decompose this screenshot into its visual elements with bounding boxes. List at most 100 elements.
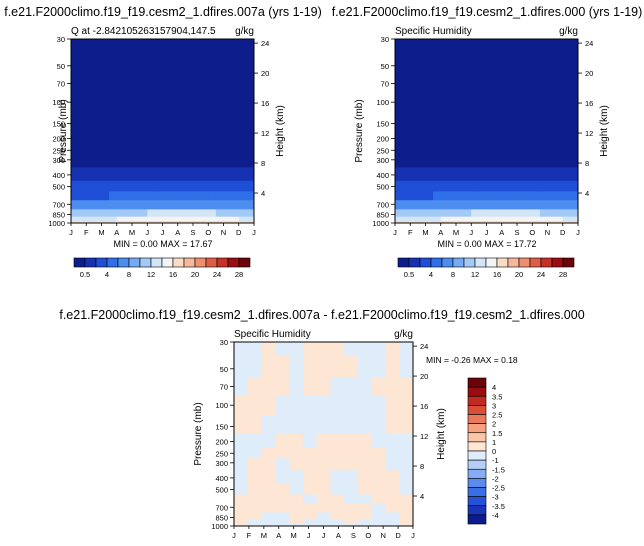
left-cell [78,92,87,114]
left-cell [132,216,141,222]
diff-cell [371,483,386,495]
diff-cell [302,415,318,435]
x-tick-label: J [161,228,165,237]
right-cell [448,144,457,156]
colorbar-label: 2.5 [492,411,502,420]
left-cell [193,39,202,53]
left-cell [139,39,148,53]
left-cell [147,74,156,94]
right-cell [456,191,465,201]
right-cell [410,180,419,192]
colorbar-label: 0.5 [404,270,414,279]
y2-tick-label: 12 [585,129,593,138]
diff-cell [344,434,359,448]
left-cell [154,180,163,192]
y-tick-label: 200 [376,135,389,144]
left-cell [231,191,240,201]
right-cell [456,52,465,76]
right-cell [425,209,434,218]
right-cell [570,131,579,145]
diff-panel-title: f.e21.F2000climo.f19_f19.cesm2_1.dfires.… [59,308,584,322]
left-cell [71,39,80,53]
left-cell [200,209,209,218]
right-cell [539,144,548,156]
right-cell [448,155,457,168]
diff-cell [234,342,249,356]
x-tick-label: D [236,228,242,237]
right-cell [463,131,472,145]
left-cell [246,167,255,182]
left-cell [86,200,95,210]
right-cell [417,180,426,192]
x-tick-label: J [469,228,473,237]
diff-cell [371,458,386,471]
y-tick-label: 250 [376,146,389,155]
diff-cell [344,458,359,471]
left-cell [93,92,102,114]
right-cell [509,180,518,192]
x-tick-label: O [529,228,535,237]
right-cell [524,131,533,145]
left-cell [154,52,163,76]
diff-cell [289,415,304,435]
right-cell [478,180,487,192]
right-cell [456,220,465,224]
diff-cell [385,342,400,356]
right-cell [402,220,411,224]
left-cell [124,131,133,145]
colorbar-box [441,257,454,268]
right-cell [517,220,526,224]
right-cell [509,92,518,114]
right-cell [532,131,541,145]
right-cell [562,112,571,132]
right-cell [555,216,564,222]
right-cell [486,167,495,182]
diff-cell [344,512,359,521]
left-cell [147,52,156,76]
left-cell [93,220,102,224]
left-cell [109,155,118,168]
x-tick-label: A [336,531,341,540]
right-cell [517,92,526,114]
left-cell [177,74,186,94]
right-cell [478,131,487,145]
right-cell [547,155,556,168]
right-cell [395,155,404,168]
right-cell [463,92,472,114]
left-cell [109,200,118,210]
right-cell [570,52,579,76]
diff-cell [302,355,318,379]
left-cell [86,220,95,224]
diff-cell [302,519,318,525]
left-cell [109,52,118,76]
left-cell [154,144,163,156]
right-cell [501,220,510,224]
right-cell [471,167,480,182]
colorbar-label: 2 [492,420,496,429]
x-tick-label: J [145,228,149,237]
right-cell [440,167,449,182]
left-cell [238,92,247,114]
right-cell [456,131,465,145]
left-cell [238,52,247,76]
right-cell [562,144,571,156]
left-cell [93,144,102,156]
diff-cell [330,523,345,527]
diff-cell [371,434,386,448]
x-tick-label: S [514,228,519,237]
right-cell [517,155,526,168]
diff-cell [234,494,249,504]
right-cell [532,144,541,156]
left-cell [177,220,186,224]
right-cell [517,191,526,201]
right-cell [471,200,480,210]
right-cell [395,191,404,201]
right-cell [532,200,541,210]
right-cell [433,144,442,156]
left-cell [154,200,163,210]
right-cell [524,191,533,201]
right-cell [448,52,457,76]
right-cell [562,191,571,201]
right-cell [547,52,556,76]
